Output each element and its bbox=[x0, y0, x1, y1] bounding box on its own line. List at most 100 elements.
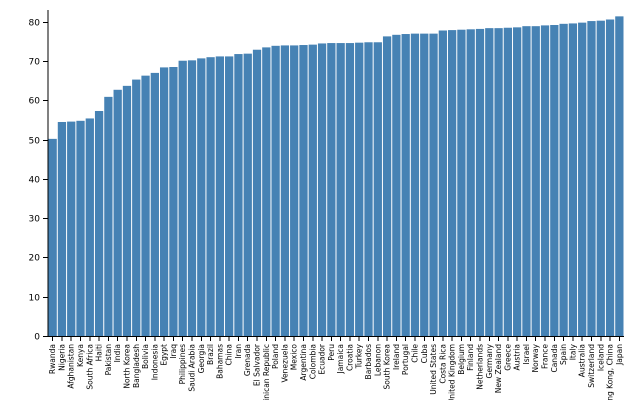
x-tick-label: Venezuela bbox=[280, 344, 289, 383]
bar-ecuador bbox=[317, 43, 327, 336]
bar-netherlands bbox=[475, 28, 485, 336]
bar-chile bbox=[410, 33, 420, 336]
x-tick-label: Norway bbox=[531, 343, 540, 372]
x-tick-label: Brazil bbox=[206, 344, 215, 365]
x-tick-label: Ecuador bbox=[318, 343, 327, 375]
y-tick-label: 30 bbox=[29, 215, 41, 225]
y-tick-label: 10 bbox=[29, 294, 41, 304]
bar-nigeria bbox=[57, 121, 67, 337]
bar-el-salvador bbox=[252, 49, 262, 336]
x-tick-label: India bbox=[113, 344, 122, 362]
x-tick-label: Nigeria bbox=[57, 344, 66, 371]
x-axis: Rwanda Nigeria Afghanistan Kenya South Afric… bbox=[48, 336, 624, 400]
bar-belgium bbox=[457, 29, 466, 337]
bar-israel bbox=[522, 26, 531, 336]
bar-lebanon bbox=[373, 42, 382, 337]
bar-china bbox=[225, 56, 234, 336]
bar-pakistan bbox=[104, 96, 113, 336]
x-tick-label: Iceland bbox=[596, 344, 605, 371]
bar-turkey bbox=[355, 42, 364, 337]
x-tick-label: Haiti bbox=[95, 344, 104, 361]
x-tick-label: Bangladesh bbox=[132, 344, 141, 388]
x-tick-label: Japan bbox=[615, 344, 624, 366]
bar-egypt bbox=[159, 67, 169, 337]
x-tick-label: Lebanon bbox=[373, 344, 382, 376]
bar-kenya bbox=[76, 120, 85, 336]
y-tick-label: 20 bbox=[29, 254, 41, 264]
x-tick-label: Finland bbox=[466, 344, 475, 371]
x-tick-label: Austria bbox=[513, 344, 522, 371]
bar-mexico bbox=[290, 45, 299, 336]
bar-haiti bbox=[94, 110, 104, 337]
x-tick-label: Germany bbox=[485, 343, 494, 378]
bar-bolivia bbox=[141, 75, 150, 337]
x-tick-label: Chile bbox=[410, 344, 419, 363]
bar-greece bbox=[503, 27, 513, 337]
bar-brazil bbox=[206, 57, 215, 336]
bar-france bbox=[540, 25, 550, 336]
bar-south-korea bbox=[382, 36, 392, 336]
x-tick-label: Israel bbox=[522, 344, 531, 365]
x-tick-label: Croatia bbox=[345, 344, 354, 371]
bar-australia bbox=[578, 22, 587, 336]
x-tick-label: Grenada bbox=[243, 344, 252, 376]
bar-germany bbox=[485, 28, 494, 336]
bar-new-zealand bbox=[494, 28, 503, 336]
bar-dominican-republic bbox=[262, 47, 271, 336]
x-tick-label: South Korea bbox=[383, 344, 392, 389]
y-tick-label: 70 bbox=[29, 58, 41, 68]
bar-italy bbox=[568, 23, 578, 336]
x-tick-label: France bbox=[541, 344, 550, 369]
x-tick-label: China bbox=[225, 344, 234, 365]
bar-indonesia bbox=[150, 72, 159, 337]
x-tick-label: Saudi Arabia bbox=[188, 344, 197, 392]
x-tick-label: Italy bbox=[568, 343, 577, 360]
x-tick-label: Belgium bbox=[457, 344, 466, 375]
x-tick-label: Egypt bbox=[160, 344, 169, 366]
bar-hong-kong-china bbox=[605, 19, 615, 336]
x-tick-label: Georgia bbox=[197, 344, 206, 373]
x-tick-label: Argentina bbox=[299, 344, 308, 381]
x-tick-label: Iran bbox=[234, 344, 243, 359]
x-tick-label: Barbados bbox=[364, 344, 373, 380]
x-tick-label: New Zealand bbox=[494, 344, 503, 394]
bar-georgia bbox=[197, 58, 206, 337]
bar-saudi-arabia bbox=[187, 60, 197, 337]
x-tick-label: South Africa bbox=[85, 344, 94, 390]
x-tick-label: Mexico bbox=[290, 344, 299, 371]
y-tick-label: 80 bbox=[29, 19, 41, 29]
bar-iceland bbox=[596, 20, 605, 337]
bar-peru bbox=[327, 43, 336, 337]
bar-afghanistan bbox=[67, 121, 76, 336]
bar-switzerland bbox=[587, 21, 596, 336]
x-tick-label: North Korea bbox=[122, 344, 131, 389]
y-tick-label: 40 bbox=[29, 176, 41, 186]
bar-japan bbox=[615, 16, 624, 337]
x-tick-label: United Kingdom bbox=[448, 344, 457, 400]
bar-croatia bbox=[345, 43, 355, 337]
x-tick-label: Switzerland bbox=[587, 344, 596, 388]
x-tick-label: Bolivia bbox=[141, 344, 150, 369]
bar-bangladesh bbox=[132, 79, 141, 336]
x-tick-label: Canada bbox=[550, 344, 559, 373]
x-tick-label: Greece bbox=[503, 344, 512, 371]
bar-canada bbox=[550, 25, 559, 336]
x-tick-label: Ireland bbox=[392, 344, 401, 370]
y-axis: 0 10 20 30 40 50 60 70 80 bbox=[29, 10, 49, 343]
bar-india bbox=[113, 89, 122, 336]
x-tick-label: Netherlands bbox=[476, 344, 485, 390]
x-tick-label: Dominican Republic bbox=[262, 344, 271, 400]
bar-barbados bbox=[364, 42, 373, 337]
bar-iraq bbox=[169, 67, 178, 336]
x-tick-label: Portugal bbox=[401, 344, 410, 375]
x-tick-label: Indonesia bbox=[150, 344, 159, 380]
x-tick-label: Afghanistan bbox=[67, 344, 76, 389]
x-tick-label: Turkey bbox=[355, 343, 364, 369]
x-tick-label: United States bbox=[429, 344, 438, 395]
x-tick-label: Bahamas bbox=[215, 344, 224, 379]
x-tick-label: Iraq bbox=[169, 344, 178, 359]
bar-portugal bbox=[401, 34, 410, 336]
bar-colombia bbox=[308, 44, 317, 336]
y-tick-label: 0 bbox=[34, 333, 40, 343]
